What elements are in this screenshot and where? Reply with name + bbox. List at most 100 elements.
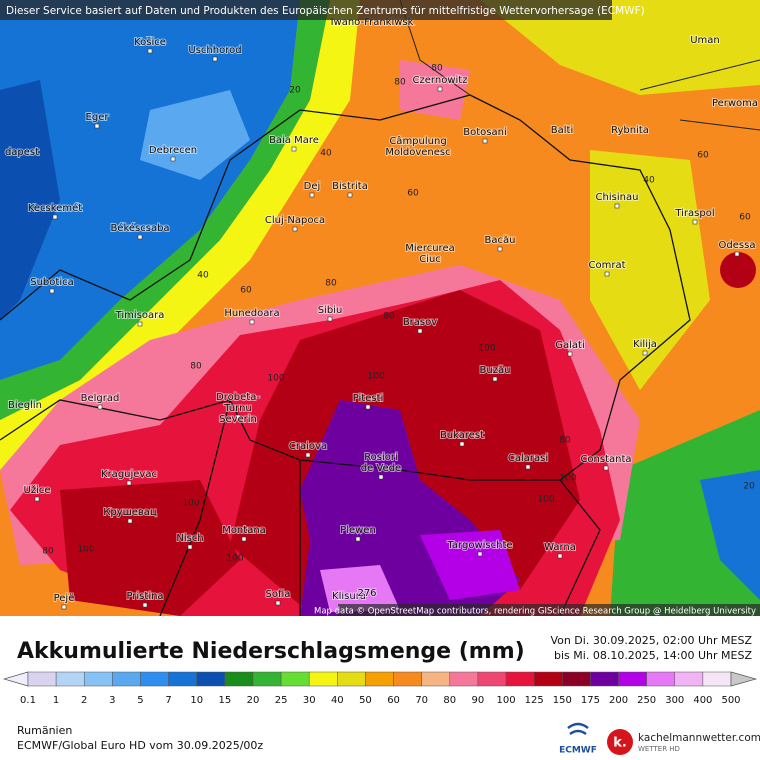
city-label: Severin <box>219 414 257 425</box>
legend-swatch <box>365 671 394 687</box>
map: Iwano-FrankiwskKošiceUschhorodUmanCzerno… <box>0 0 760 616</box>
city-marker <box>137 234 143 240</box>
city-label: Крушевац <box>103 507 157 518</box>
city-marker <box>365 404 371 410</box>
legend-arrow <box>730 671 758 687</box>
contour-label: 100 <box>182 499 199 509</box>
city-label: dapest <box>5 147 39 158</box>
city-label: Câmpulung <box>389 135 446 147</box>
city-label: Bistrita <box>332 181 368 192</box>
legend-label: 200 <box>609 695 628 706</box>
city-label: Sibiu <box>318 305 343 316</box>
city-label: Comrat <box>588 260 625 271</box>
city-marker <box>603 465 609 471</box>
city-label: Subotica <box>30 277 73 288</box>
city-label: Sofia <box>266 589 291 600</box>
contour-label: 80 <box>42 547 54 557</box>
city-label: Drobeta- <box>216 392 260 403</box>
city-marker <box>126 480 132 486</box>
city-label: Bieglin <box>8 400 42 411</box>
legend-label: 70 <box>415 695 428 706</box>
contour-label: 80 <box>559 436 571 446</box>
legend-label: 2 <box>81 695 87 706</box>
city-marker <box>347 192 353 198</box>
site-logo: k. <box>613 736 627 751</box>
legend-swatch <box>83 671 113 687</box>
city-marker <box>327 316 333 322</box>
city-marker <box>482 138 488 144</box>
city-label: Užice <box>24 484 51 496</box>
precip-area <box>720 252 756 288</box>
city-marker <box>292 226 298 232</box>
precip-area <box>400 60 470 120</box>
city-marker <box>459 441 465 447</box>
contour-label: 100 <box>537 495 554 505</box>
contour-label: 100 <box>77 545 94 555</box>
city-marker <box>187 544 193 550</box>
precip-area <box>140 90 250 180</box>
city-label: Cluj-Napoca <box>265 215 325 226</box>
footer: Akkumulierte Niederschlagsmenge (mm) Von… <box>2 634 760 756</box>
legend-swatch <box>477 671 507 687</box>
city-label: Hunedoara <box>224 308 279 319</box>
legend-swatch <box>590 671 619 687</box>
legend-swatch <box>27 671 57 687</box>
city-label: Kecskemét <box>28 202 82 214</box>
city-label: Botosani <box>463 127 506 138</box>
notice: Dieser Service basiert auf Daten und Pro… <box>6 5 645 17</box>
legend-label: 3 <box>109 695 115 706</box>
legend-label: 175 <box>581 695 600 706</box>
contour-label: 60 <box>739 213 751 223</box>
legend-swatch <box>702 671 732 687</box>
city-label: Constanta <box>580 454 631 465</box>
city-label: Chisinau <box>596 192 639 203</box>
city-label: Dej <box>304 181 321 192</box>
legend-swatch <box>618 671 647 687</box>
precip-area <box>320 565 400 612</box>
city-label: Uman <box>690 35 720 46</box>
legend-label: 90 <box>472 695 485 706</box>
legend: 0.1 1 2 3 5 7 10 15 20 25 30 40 50 60 70 80 90 100 125 150 1… <box>2 671 758 706</box>
city-marker <box>275 600 281 606</box>
precip-area <box>0 0 330 420</box>
city-marker <box>127 518 133 524</box>
city-marker <box>437 86 443 92</box>
precip-area <box>590 150 710 390</box>
precip-area <box>0 80 60 320</box>
city-marker <box>309 192 315 198</box>
city-label: Pitesti <box>353 393 384 404</box>
site-icon <box>607 729 633 755</box>
site-sub: WETTER HD <box>638 745 680 753</box>
city-label: Buzău <box>480 365 511 376</box>
city-label: Plewen <box>340 525 376 536</box>
city-marker <box>378 474 384 480</box>
city-label: Craiova <box>289 441 327 452</box>
legend-swatch <box>505 671 535 687</box>
city-label: de Vede <box>361 463 401 474</box>
city-marker <box>492 376 498 382</box>
legend-label: 50 <box>359 695 372 706</box>
city-label: Montana <box>222 525 266 536</box>
city-marker <box>61 604 67 610</box>
contour-label: 60 <box>697 151 709 161</box>
legend-swatch <box>337 671 366 687</box>
city-label: Timisoara <box>115 310 165 321</box>
city-label: Debrecen <box>149 145 197 156</box>
city-marker <box>692 219 698 225</box>
city-marker <box>291 146 297 152</box>
city-label: Balti <box>551 125 573 136</box>
legend-swatch <box>308 671 338 687</box>
city-label: Warna <box>544 542 576 553</box>
contour-label: 80 <box>190 362 202 372</box>
contour-label: 100 <box>478 344 495 354</box>
site-name: kachelmannwetter.com <box>638 732 760 744</box>
city-label: Nisch <box>176 533 203 544</box>
city-label: Pejë <box>54 593 75 604</box>
city-marker <box>417 328 423 334</box>
contour-label: 60 <box>407 189 419 199</box>
city-label: Kilija <box>633 339 657 350</box>
city-marker <box>249 319 255 325</box>
city-label: Belgrad <box>81 393 120 404</box>
city-label: Brasov <box>403 317 437 328</box>
legend-label: 5 <box>137 695 143 706</box>
